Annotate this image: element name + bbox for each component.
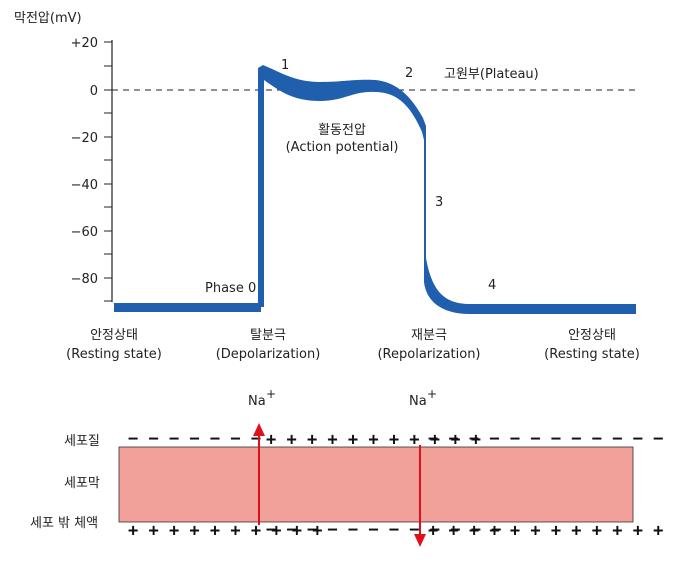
y-tick-label: −20: [71, 131, 98, 146]
action-potential-label: 활동전압: [318, 123, 366, 138]
ion-label-right: Na +: [409, 387, 437, 409]
y-ticks: [104, 41, 112, 302]
y-tick-label: 0: [90, 84, 98, 99]
y-tick-label: −80: [71, 272, 98, 287]
phase-4-label: 4: [488, 278, 496, 293]
ion-symbol: Na: [248, 394, 266, 409]
state-labels: 안정상태 (Resting state) 탈분극 (Depolarization…: [66, 328, 640, 362]
y-axis-label: 막전압(mV): [14, 11, 82, 26]
na-efflux-arrow: [414, 445, 426, 547]
action-potential-band: [114, 65, 636, 314]
state-label-repolarization-english: (Repolarization): [377, 347, 480, 362]
phase-2-label: 2: [405, 66, 413, 81]
inner-negative-charges-right: − − − − − − − − − − − − − − −: [428, 429, 674, 449]
y-tick-labels: +20 0 −20 −40 −60 −80: [71, 36, 98, 287]
state-label-resting-2: 안정상태: [568, 328, 616, 343]
y-tick-label: +20: [71, 36, 98, 51]
state-label-resting-1: 안정상태: [90, 328, 138, 343]
y-tick-label: −60: [71, 225, 98, 240]
state-label-depolarization: 탈분극: [250, 328, 286, 343]
na-influx-arrow: [253, 423, 265, 525]
inner-negative-charges-left: − − − − − − −: [128, 429, 261, 449]
phase-1-label: 1: [281, 58, 289, 73]
ion-charge: +: [427, 387, 437, 401]
phase-0-label: Phase 0: [205, 281, 256, 296]
state-label-repolarization: 재분극: [411, 328, 447, 343]
action-potential-label-english: (Action potential): [286, 140, 399, 155]
inner-positive-charges-middle: + + + + + + + + + + +: [266, 430, 481, 450]
action-potential-curve: [114, 65, 636, 314]
extracellular-fluid-label: 세포 밖 체액: [30, 516, 98, 531]
ion-symbol: Na: [409, 394, 427, 409]
ion-charge: +: [266, 387, 276, 401]
state-label-resting-2-english: (Resting state): [544, 347, 640, 362]
phase-3-label: 3: [435, 195, 443, 210]
state-label-resting-1-english: (Resting state): [66, 347, 162, 362]
state-label-depolarization-english: (Depolarization): [216, 347, 321, 362]
y-tick-label: −40: [71, 178, 98, 193]
cell-membrane-band: [118, 446, 634, 523]
outer-positive-charges-right: + + + + + + + + + + + + + + +: [428, 521, 674, 541]
cytoplasm-label: 세포질: [64, 434, 100, 449]
outer-negative-charges-middle: − − − − − − − − − − − −: [266, 520, 501, 540]
plateau-label: 고원부(Plateau): [444, 67, 539, 82]
membrane-label: 세포막: [64, 476, 100, 491]
ion-label-left: Na +: [248, 387, 276, 409]
outer-positive-charges-left: + + + + + + + + + +: [128, 521, 322, 541]
